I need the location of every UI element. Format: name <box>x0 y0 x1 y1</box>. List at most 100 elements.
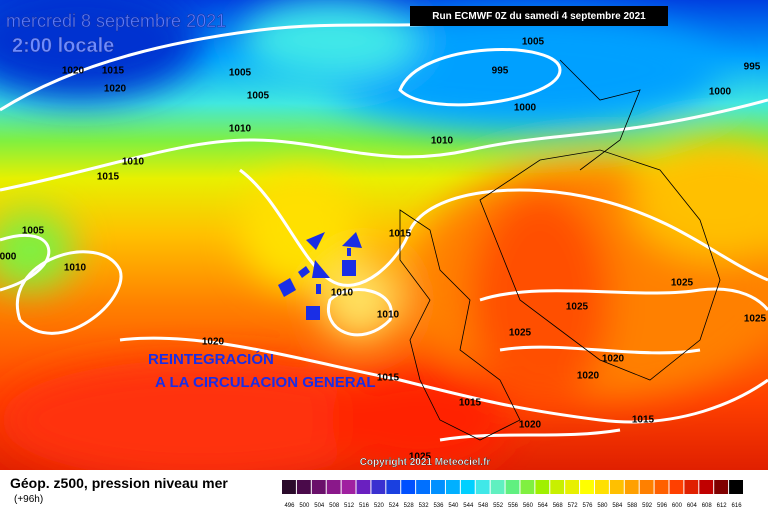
isobar-label: 1025 <box>566 302 589 313</box>
time: 2:00 locale <box>12 35 114 57</box>
legend-swatch <box>624 480 639 494</box>
isobar-label: 1025 <box>671 278 694 289</box>
legend-label: 564 <box>538 503 549 509</box>
legend-swatch <box>371 480 386 494</box>
legend-label: 496 <box>284 503 295 509</box>
legend-label: 504 <box>314 503 325 509</box>
isobar-label: 1000 <box>709 87 732 98</box>
legend-swatch <box>356 480 371 494</box>
legend-label: 604 <box>687 503 698 509</box>
legend-swatch <box>535 480 550 494</box>
legend-label: 576 <box>583 503 594 509</box>
legend-swatch <box>490 480 505 494</box>
isobar-label: 1005 <box>229 68 252 79</box>
legend-label: 544 <box>463 503 474 509</box>
isobar-label: 1020 <box>104 84 127 95</box>
legend-label: 524 <box>389 503 400 509</box>
legend-swatch <box>639 480 654 494</box>
isobar-label: 1015 <box>97 172 120 183</box>
legend-label: 612 <box>717 503 728 509</box>
legend-swatch <box>401 480 416 494</box>
isobar-label: 1010 <box>331 288 354 299</box>
legend-label: 500 <box>299 503 310 509</box>
legend-swatch <box>594 480 609 494</box>
legend-label: 600 <box>672 503 683 509</box>
legend: 496 500 504 508 512 516 520 524 528 532 536 540 544 5… <box>282 480 743 509</box>
isobar-label: 1010 <box>431 136 454 147</box>
legend-label: 536 <box>433 503 444 509</box>
isobar-label: 1010 <box>377 310 400 321</box>
legend-swatch <box>282 480 296 494</box>
legend-swatch <box>520 480 535 494</box>
legend-swatch <box>654 480 669 494</box>
isobar-label: 1015 <box>377 373 400 384</box>
legend-swatch <box>714 480 729 494</box>
footer-title: Géop. z500, pression niveau mer <box>10 475 228 491</box>
isobar-label: 1020 <box>202 337 225 348</box>
legend-swatch <box>505 480 520 494</box>
isobar-label: 1005 <box>247 91 270 102</box>
isobar-label: 1020 <box>62 66 85 77</box>
isobar-label: 1025 <box>509 328 532 339</box>
legend-label: 516 <box>359 503 370 509</box>
isobar-label: 1010 <box>122 157 145 168</box>
legend-swatch <box>609 480 624 494</box>
isobar-label: 1020 <box>519 420 542 431</box>
legend-swatch <box>684 480 699 494</box>
field <box>0 0 768 480</box>
legend-swatch <box>416 480 431 494</box>
isobar-labels: 1005 995 995 1000 1000 1020 1015 1020 1005 1005 10… <box>0 37 767 463</box>
legend-label: 512 <box>344 503 355 509</box>
legend-label: 508 <box>329 503 340 509</box>
copyright: Copyright 2021 Meteociel.fr <box>360 457 491 468</box>
isobar-label: 995 <box>492 66 509 77</box>
run: Run ECMWF 0Z du samedi 4 septembre 2021 <box>432 11 646 22</box>
isobar-label: 1005 <box>522 37 545 48</box>
legend-label: 588 <box>627 503 638 509</box>
isobar-label: 1000 <box>514 103 537 114</box>
legend-label: 608 <box>702 503 713 509</box>
legend-label: 592 <box>642 503 653 509</box>
legend-swatch <box>475 480 490 494</box>
legend-label: 584 <box>612 503 623 509</box>
legend-label: 552 <box>493 503 504 509</box>
run-box <box>410 6 668 26</box>
annotation: A LA CIRCULACION GENERAL <box>155 374 376 391</box>
isobar-label: 1015 <box>389 229 412 240</box>
isobar-label: 1010 <box>64 263 87 274</box>
isobar-label: 1015 <box>102 66 125 77</box>
isobar-label: 1015 <box>459 398 482 409</box>
legend-swatch <box>445 480 460 494</box>
legend-label: 580 <box>597 503 608 509</box>
legend-swatch <box>669 480 684 494</box>
legend-swatch <box>311 480 326 494</box>
legend-swatch <box>386 480 401 494</box>
isobar-label: 1010 <box>229 124 252 135</box>
isobars <box>0 18 768 442</box>
isobar-label: 1020 <box>577 371 600 382</box>
legend-label: 528 <box>404 503 415 509</box>
legend-label: 532 <box>419 503 430 509</box>
legend-swatch <box>296 480 311 494</box>
annotation: REINTEGRACIÓN <box>148 350 274 368</box>
legend-label: 560 <box>523 503 534 509</box>
legend-swatch <box>341 480 356 494</box>
isobar-label: 1020 <box>602 354 625 365</box>
legend-label: 556 <box>508 503 519 509</box>
legend-swatch <box>326 480 341 494</box>
isobar-label: 000 <box>0 252 17 263</box>
legend-swatch <box>580 480 594 494</box>
isobar-label: 1015 <box>632 415 655 426</box>
isobar-label: 995 <box>744 62 761 73</box>
arrows <box>278 232 362 320</box>
date: mercredi 8 septembre 2021 <box>6 11 226 31</box>
legend-label: 596 <box>657 503 668 509</box>
legend-label: 520 <box>374 503 385 509</box>
legend-swatch <box>699 480 714 494</box>
isobar-label: 1025 <box>744 314 767 325</box>
legend-label: 568 <box>553 503 564 509</box>
legend-swatch <box>460 480 475 494</box>
legend-label: 540 <box>448 503 459 509</box>
lead-time: (+96h) <box>14 494 43 505</box>
